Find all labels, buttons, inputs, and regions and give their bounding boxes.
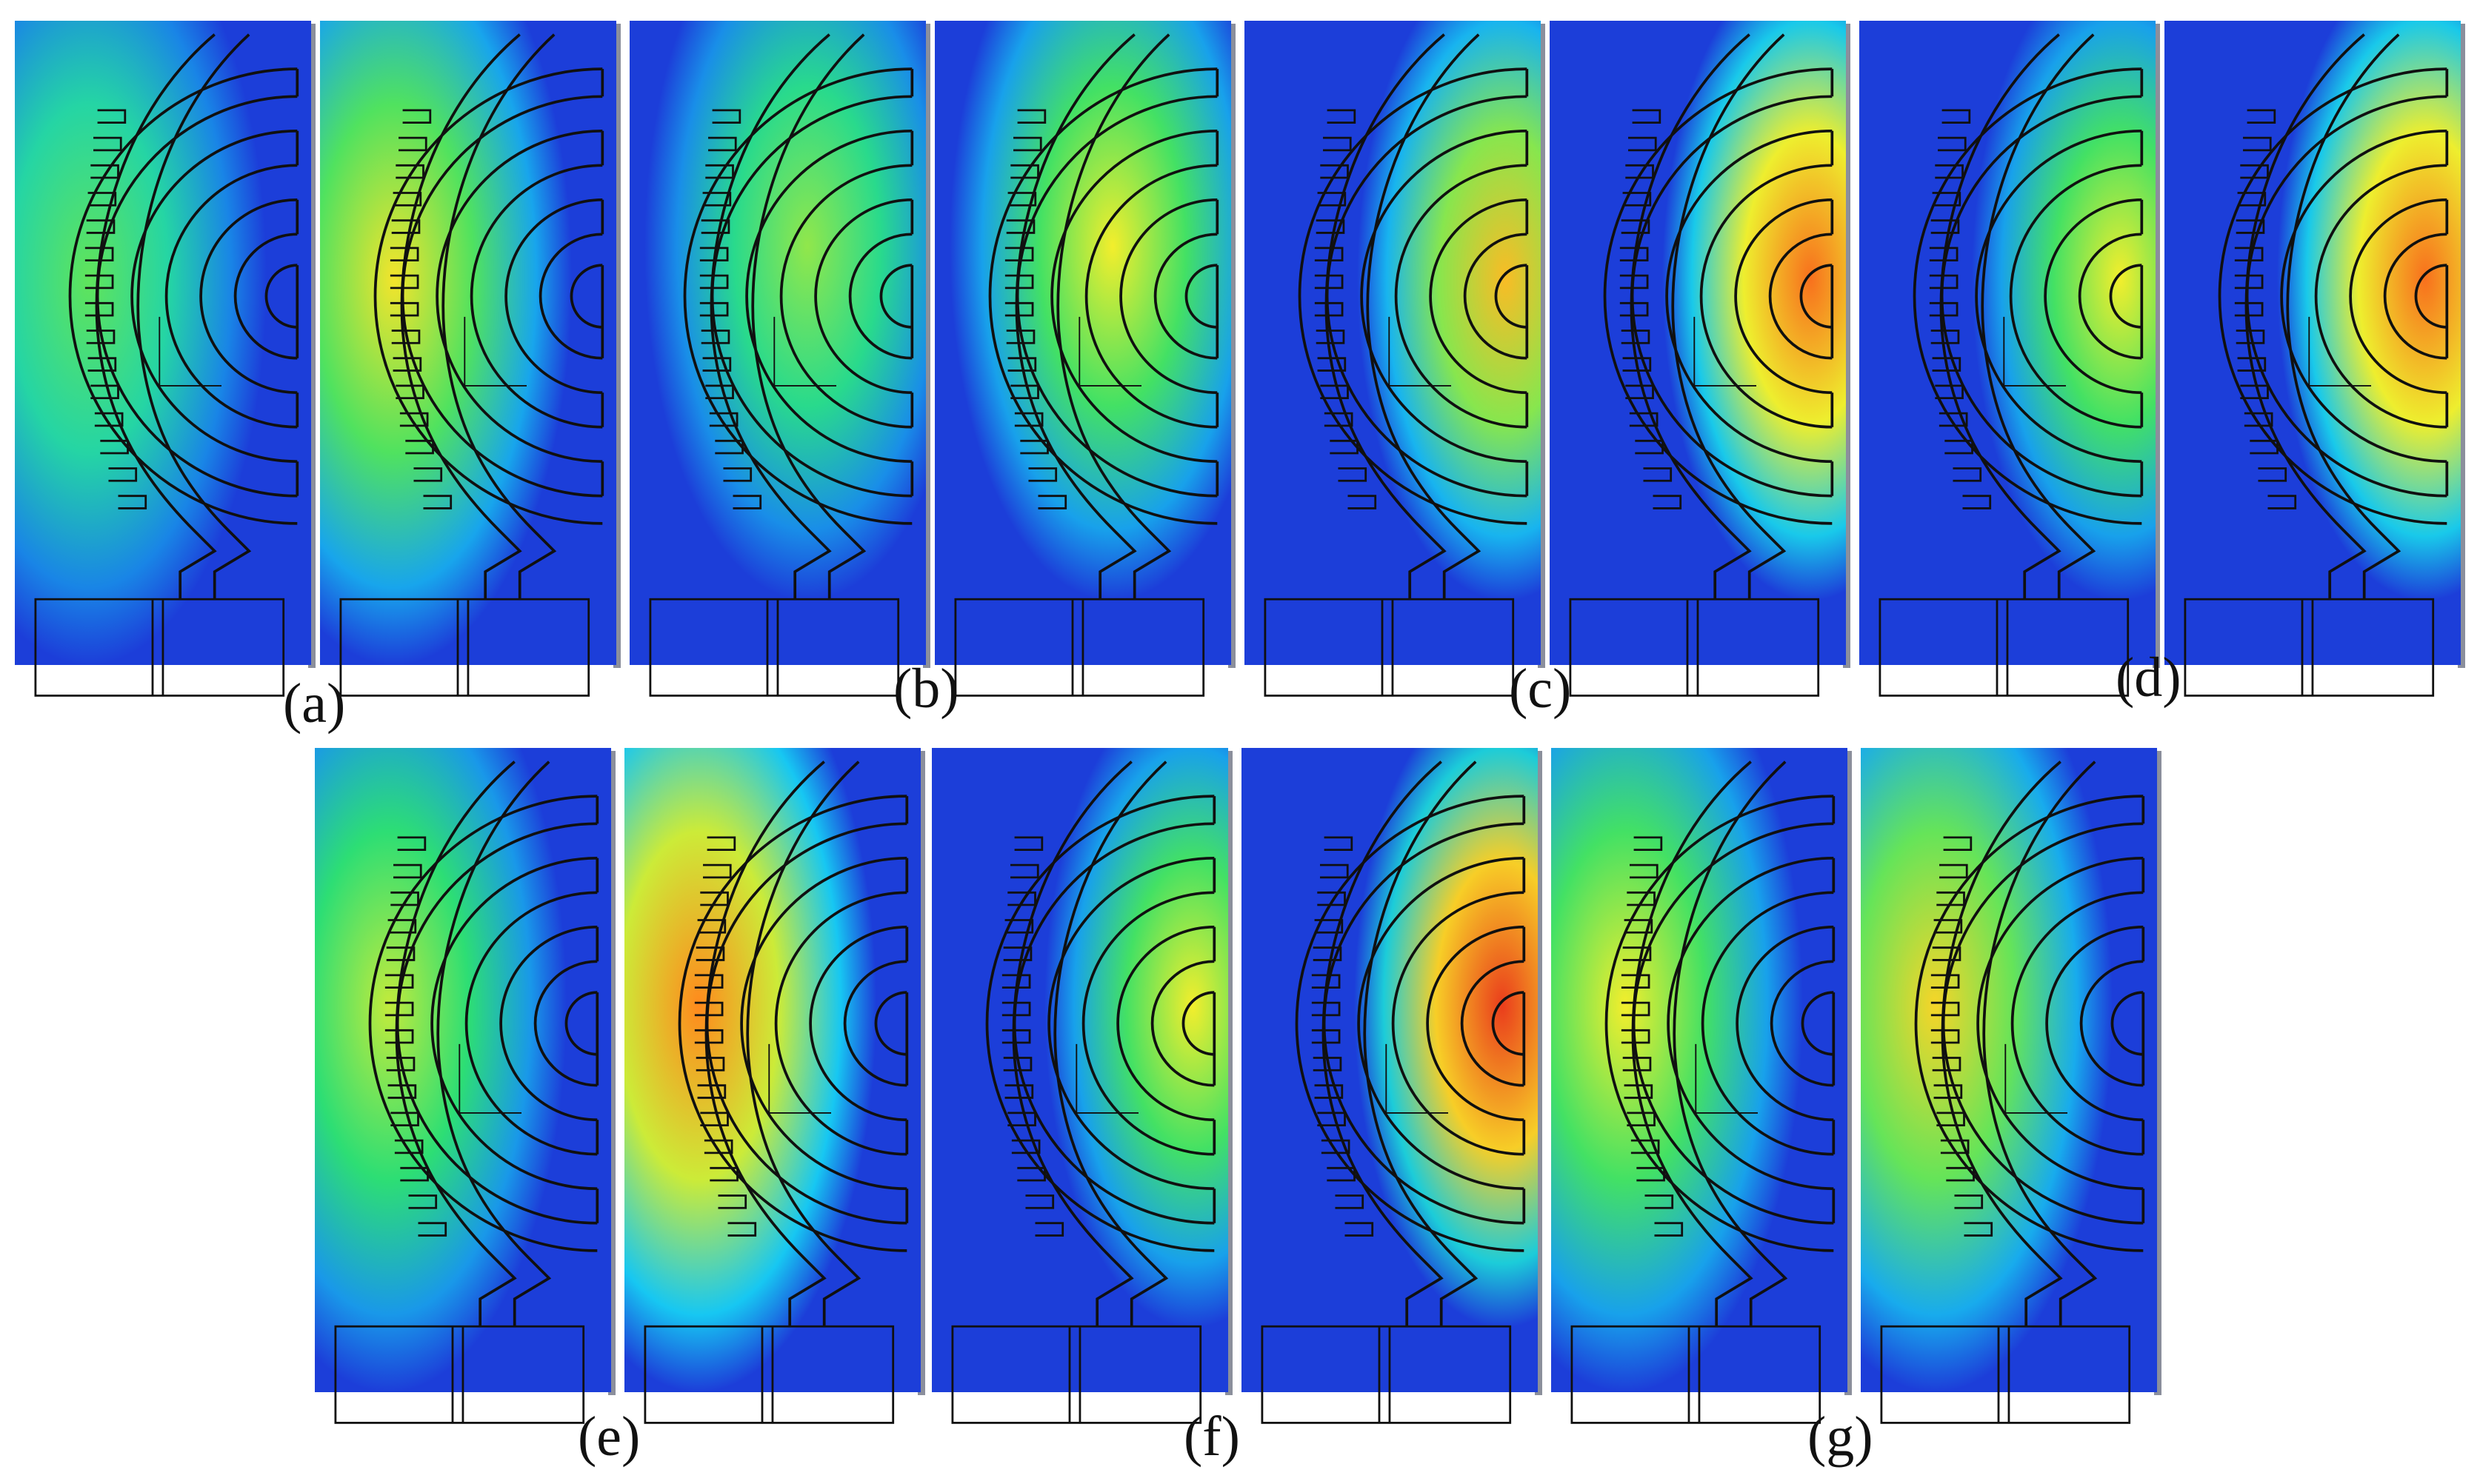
panel-g-2	[1861, 748, 2161, 1425]
panel-e-2	[624, 748, 925, 1425]
panel-a-2	[320, 21, 621, 698]
panel-f-2	[1241, 748, 1542, 1425]
caption-f: (f)	[1184, 1406, 1240, 1468]
caption-b: (b)	[893, 658, 959, 720]
panels-layer	[15, 21, 2465, 1425]
caption-d: (d)	[2116, 646, 2181, 709]
panel-c-1	[1244, 21, 1545, 698]
panel-d-1	[1859, 21, 2160, 698]
caption-g: (g)	[1807, 1406, 1873, 1468]
panel-a-1	[15, 21, 316, 698]
panel-d-2	[2164, 21, 2465, 698]
panel-g-1	[1551, 748, 1852, 1425]
panel-e-1	[315, 748, 616, 1425]
panel-b-2	[935, 21, 1236, 698]
caption-c: (c)	[1509, 658, 1571, 720]
panel-f-1	[932, 748, 1233, 1425]
caption-a: (a)	[283, 672, 345, 735]
panel-b-1	[630, 21, 930, 698]
caption-e: (e)	[578, 1406, 640, 1468]
panel-c-2	[1550, 21, 1850, 698]
